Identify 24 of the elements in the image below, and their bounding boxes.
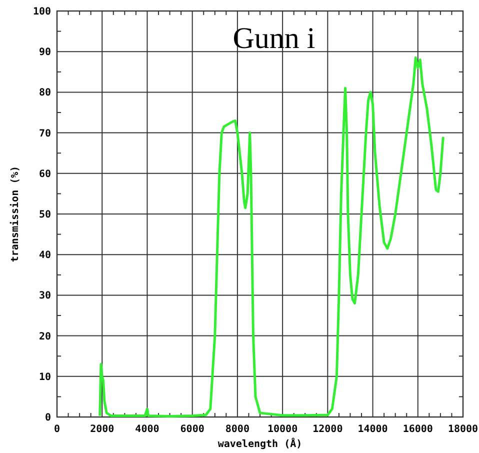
y-tick-label: 70	[38, 128, 51, 140]
y-tick-label: 80	[38, 88, 51, 99]
x-tick-label: 4000	[135, 424, 160, 435]
x-tick-label: 6000	[180, 424, 204, 435]
x-tick-label: 18000	[448, 424, 478, 435]
x-tick-label: 16000	[402, 424, 433, 435]
y-tick-label: 40	[38, 250, 51, 262]
x-tick-label: 12000	[312, 424, 343, 435]
y-tick-label: 30	[38, 290, 51, 302]
y-tick-label: 90	[38, 47, 51, 58]
line-series	[98, 56, 444, 418]
y-tick-label: 10	[38, 372, 51, 383]
y-tick-label: 20	[38, 331, 51, 342]
y-tick-label: 0	[44, 412, 51, 424]
x-axis-title: wavelength (Å)	[218, 437, 302, 450]
y-axis-title: transmission (%)	[9, 166, 21, 262]
x-tick-label: 2000	[90, 424, 114, 435]
x-tick-label: 14000	[358, 424, 388, 435]
y-tick-label: 100	[32, 6, 51, 18]
y-tick-label: 60	[38, 168, 51, 180]
x-tick-label: 0	[54, 424, 60, 435]
x-tick-label: 8000	[225, 424, 250, 435]
x-tick-label: 10000	[268, 424, 298, 435]
y-tick-label: 50	[38, 210, 51, 220]
